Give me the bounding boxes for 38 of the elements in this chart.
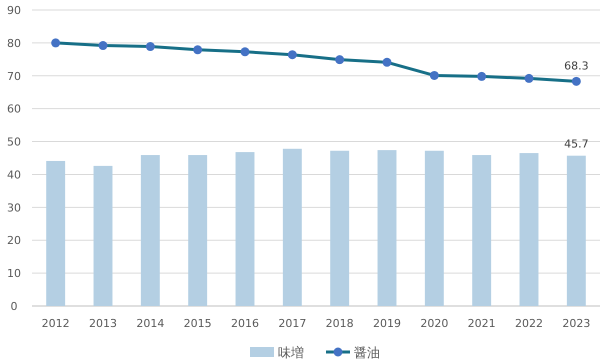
x-tick-label: 2018 (326, 317, 354, 330)
y-tick-label: 40 (7, 168, 21, 182)
data-label: 45.7 (564, 138, 589, 151)
x-tick-label: 2013 (89, 317, 117, 330)
x-tick-label: 2022 (515, 317, 543, 330)
bar (188, 155, 208, 306)
x-tick-label: 2016 (231, 317, 259, 330)
legend-label: 味増 (278, 345, 304, 361)
bar (378, 150, 396, 306)
data-label: 68.3 (564, 59, 589, 72)
x-tick-label: 2023 (562, 317, 590, 330)
bar (520, 153, 538, 306)
bar (282, 148, 302, 306)
bar (46, 160, 66, 306)
x-tick-label: 2014 (136, 317, 164, 330)
bar (424, 150, 444, 306)
bar (566, 156, 586, 306)
y-tick-label: 60 (7, 102, 21, 116)
y-tick-label: 50 (7, 136, 21, 149)
y-tick-label: 90 (7, 4, 21, 17)
y-tick-label: 10 (7, 267, 21, 280)
x-tick-label: 2012 (42, 317, 70, 330)
x-tick-label: 2017 (278, 317, 306, 330)
x-tick-label: 2019 (373, 317, 401, 330)
bar (472, 155, 492, 306)
bar (94, 166, 112, 306)
bar (140, 155, 160, 306)
bar (236, 152, 254, 306)
y-tick-label: 0 (10, 300, 18, 313)
x-tick-label: 2020 (420, 317, 448, 330)
y-tick-label: 70 (7, 70, 21, 83)
legend-label: 醤油 (354, 346, 380, 361)
y-tick-label: 30 (7, 201, 21, 214)
bar (330, 150, 350, 306)
x-tick-label: 2021 (468, 317, 496, 330)
x-tick-label: 2015 (184, 317, 212, 330)
y-tick-label: 20 (7, 234, 21, 248)
y-tick-label: 80 (7, 36, 21, 50)
